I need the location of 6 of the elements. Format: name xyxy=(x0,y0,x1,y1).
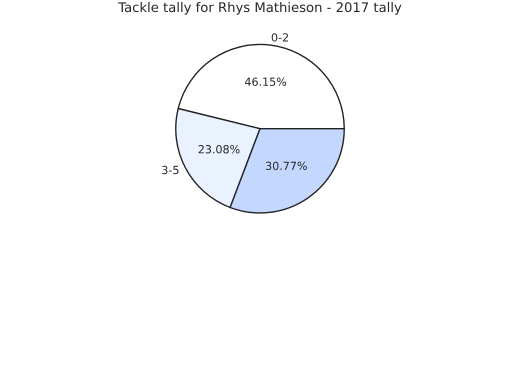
slice-label: 0-2 xyxy=(272,33,288,42)
data-label: 23.08% xyxy=(198,145,240,154)
chart-title: Tackle tally for Rhys Mathieson - 2017 tally xyxy=(118,2,402,15)
slice-label: 3-5 xyxy=(162,166,178,174)
data-label: 30.77% xyxy=(266,162,307,170)
data-label: 46.15% xyxy=(244,78,286,86)
